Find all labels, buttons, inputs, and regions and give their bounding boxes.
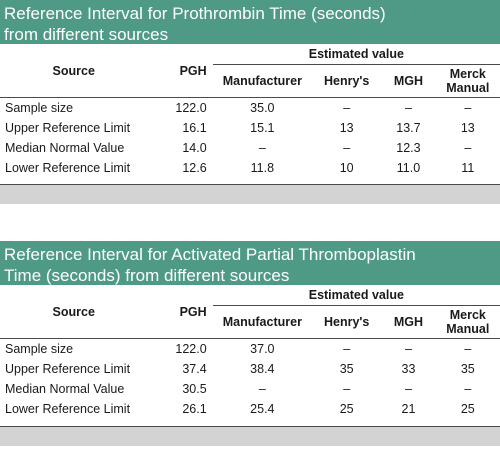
cell-merck: – bbox=[464, 141, 472, 155]
table-footer-bar bbox=[0, 426, 500, 446]
table-row: Sample size 122.0 35.0 – – – bbox=[0, 97, 500, 118]
row-label: Upper Reference Limit bbox=[5, 121, 131, 135]
table-row: Lower Reference Limit 12.6 11.8 10 11.0 … bbox=[0, 158, 500, 178]
cell-merck: 35 bbox=[460, 362, 475, 376]
title-line-2: Time (seconds) from different sources bbox=[4, 266, 290, 285]
cell-merck: 25 bbox=[460, 402, 475, 416]
header-merck-line1: Merck bbox=[449, 308, 486, 322]
cell-manufacturer: 15.1 bbox=[250, 121, 275, 135]
header-merck-manual: Merck Manual bbox=[436, 306, 500, 339]
header-manufacturer: Manufacturer bbox=[222, 74, 302, 88]
cell-henrys: 13 bbox=[339, 121, 354, 135]
header-manufacturer: Manufacturer bbox=[222, 315, 302, 329]
header-merck-line2: Manual bbox=[446, 322, 490, 336]
cell-pgh: 16.1 bbox=[182, 121, 207, 135]
cell-mgh: 13.7 bbox=[396, 121, 421, 135]
aptt-table: Source PGH Estimated value Manufacturer … bbox=[0, 285, 500, 419]
header-henrys: Henry's bbox=[324, 315, 370, 329]
prothrombin-title: Reference Interval for Prothrombin Time … bbox=[0, 0, 500, 44]
title-line-2: from different sources bbox=[4, 25, 169, 44]
table-row: Upper Reference Limit 16.1 15.1 13 13.7 … bbox=[0, 118, 500, 138]
table-row: Median Normal Value 14.0 – – 12.3 – bbox=[0, 138, 500, 158]
cell-merck: – bbox=[435, 338, 500, 359]
header-henrys: Henry's bbox=[324, 74, 370, 88]
prothrombin-table: Source PGH Estimated value Manufacturer … bbox=[0, 44, 500, 178]
cell-henrys: 25 bbox=[339, 402, 354, 416]
title-line-1: Reference Interval for Prothrombin Time … bbox=[4, 4, 386, 23]
header-source: Source bbox=[52, 304, 95, 319]
row-label: Median Normal Value bbox=[5, 141, 125, 155]
cell-pgh: 122.0 bbox=[147, 97, 213, 118]
cell-manufacturer: – bbox=[258, 141, 266, 155]
cell-mgh: 12.3 bbox=[396, 141, 421, 155]
cell-mgh: 33 bbox=[401, 362, 416, 376]
cell-manufacturer: 38.4 bbox=[250, 362, 275, 376]
cell-manufacturer: – bbox=[258, 382, 266, 396]
header-estimated-value: Estimated value bbox=[212, 44, 500, 65]
header-mgh: MGH bbox=[393, 315, 424, 329]
cell-mgh: 11.0 bbox=[396, 161, 421, 175]
cell-henrys: – bbox=[312, 97, 382, 118]
header-pgh: PGH bbox=[179, 63, 207, 78]
table-row: Median Normal Value 30.5 – – – – bbox=[0, 379, 500, 399]
header-merck-line2: Manual bbox=[446, 81, 490, 95]
row-label: Lower Reference Limit bbox=[5, 161, 131, 175]
prothrombin-section: Reference Interval for Prothrombin Time … bbox=[0, 0, 500, 178]
cell-pgh: 12.6 bbox=[182, 161, 207, 175]
aptt-section: Reference Interval for Activated Partial… bbox=[0, 241, 500, 419]
row-label: Lower Reference Limit bbox=[5, 402, 131, 416]
cell-merck: – bbox=[435, 97, 500, 118]
cell-merck: 11 bbox=[461, 161, 475, 175]
cell-henrys: – bbox=[343, 382, 351, 396]
cell-manufacturer: 25.4 bbox=[250, 402, 275, 416]
cell-mgh: – bbox=[404, 382, 412, 396]
header-pgh: PGH bbox=[179, 304, 207, 319]
row-label: Sample size bbox=[0, 338, 148, 359]
cell-pgh: 30.5 bbox=[182, 382, 207, 396]
cell-manufacturer: 37.0 bbox=[212, 338, 313, 359]
cell-pgh: 14.0 bbox=[182, 141, 207, 155]
row-label: Sample size bbox=[0, 97, 148, 118]
cell-henrys: – bbox=[312, 338, 382, 359]
cell-pgh: 122.0 bbox=[147, 338, 213, 359]
cell-pgh: 26.1 bbox=[182, 402, 207, 416]
cell-mgh: – bbox=[381, 97, 436, 118]
table-row: Lower Reference Limit 26.1 25.4 25 21 25 bbox=[0, 399, 500, 419]
header-merck-manual: Merck Manual bbox=[436, 65, 500, 98]
cell-mgh: – bbox=[381, 338, 436, 359]
header-source: Source bbox=[52, 63, 95, 78]
table-row: Upper Reference Limit 37.4 38.4 35 33 35 bbox=[0, 359, 500, 379]
header-mgh: MGH bbox=[393, 74, 424, 88]
cell-pgh: 37.4 bbox=[182, 362, 207, 376]
header-estimated-value: Estimated value bbox=[212, 285, 500, 306]
aptt-title: Reference Interval for Activated Partial… bbox=[0, 241, 500, 285]
table-footer-bar bbox=[0, 184, 500, 204]
cell-mgh: 21 bbox=[401, 402, 416, 416]
cell-henrys: 10 bbox=[339, 161, 354, 175]
row-label: Median Normal Value bbox=[5, 382, 125, 396]
cell-manufacturer: 35.0 bbox=[212, 97, 313, 118]
cell-merck: – bbox=[464, 382, 472, 396]
cell-manufacturer: 11.8 bbox=[250, 161, 275, 175]
table-row: Sample size 122.0 37.0 – – – bbox=[0, 338, 500, 359]
title-line-1: Reference Interval for Activated Partial… bbox=[4, 245, 416, 264]
row-label: Upper Reference Limit bbox=[5, 362, 131, 376]
cell-merck: 13 bbox=[460, 121, 475, 135]
cell-henrys: – bbox=[343, 141, 351, 155]
header-merck-line1: Merck bbox=[449, 67, 486, 81]
cell-henrys: 35 bbox=[339, 362, 354, 376]
